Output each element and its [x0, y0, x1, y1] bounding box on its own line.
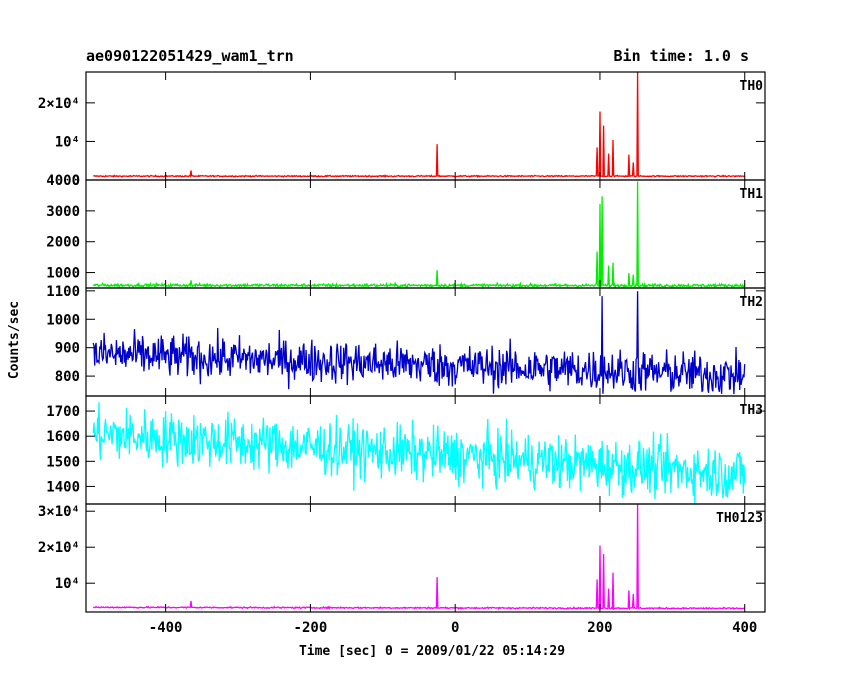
y-tick-label: 800 [55, 369, 80, 385]
chart-title: ae090122051429_wam1_trn [86, 47, 294, 65]
panel-th0123: 10⁴ 2×10⁴ 3×10⁴ TH0123 [38, 503, 766, 613]
y-tick-label: 2000 [46, 235, 80, 251]
panel-label: TH1 [740, 187, 764, 202]
panel-label: TH3 [740, 403, 763, 418]
panel-label: TH0 [740, 79, 764, 94]
y-tick-label: 4000 [46, 173, 80, 189]
y-tick-label: 1700 [46, 404, 80, 420]
panel-th3: 1400 1500 1600 1700 TH3 [46, 395, 766, 505]
bin-time-label: Bin time: 1.0 s [614, 47, 749, 65]
panel-frame [85, 503, 766, 613]
panel-th2: 800 900 1000 1100 TH2 [46, 284, 766, 397]
x-tick-label: -200 [294, 620, 328, 636]
panel-frame [85, 71, 766, 181]
panel-label: TH0123 [716, 511, 763, 526]
y-tick-label: 1000 [46, 266, 80, 282]
series-line-th0 [93, 71, 745, 179]
y-tick-label: 1600 [46, 429, 80, 445]
y-axis-label: Counts/sec [7, 301, 22, 379]
series-line-th1 [92, 181, 746, 290]
y-tick-label: 1400 [46, 479, 80, 495]
y-tick-label: 3×10⁴ [38, 504, 80, 520]
y-tick-label: 1500 [46, 454, 80, 470]
series-line-th2 [92, 291, 746, 395]
y-tick-label: 1000 [46, 312, 80, 328]
series-line-th0123 [93, 503, 746, 611]
panel-th0: 0 10⁴ 2×10⁴ TH0 [38, 71, 766, 189]
y-tick-label: 10⁴ [55, 576, 80, 592]
x-axis-label: Time [sec] 0 = 2009/01/22 05:14:29 [299, 644, 565, 659]
x-axis: -400 -200 0 200 400 [149, 620, 758, 636]
y-tick-label: 2×10⁴ [38, 540, 80, 556]
y-tick-label: 0 [72, 173, 80, 189]
panel-frame [85, 287, 766, 397]
y-tick-label: 900 [55, 341, 80, 357]
x-tick-label: 400 [732, 620, 757, 636]
panel-label: TH2 [740, 295, 763, 310]
series-line-th3 [92, 402, 746, 505]
y-tick-label: 10⁴ [55, 134, 80, 150]
x-tick-label: -400 [149, 620, 183, 636]
panel-frame [85, 179, 766, 289]
x-tick-label: 0 [451, 620, 459, 636]
x-tick-label: 200 [587, 620, 612, 636]
y-tick-label: 2×10⁴ [38, 96, 80, 112]
y-tick-label: 3000 [46, 204, 80, 220]
y-tick-label: 1100 [46, 284, 80, 300]
panels: 0 10⁴ 2×10⁴ TH0 1000 2000 3000 4000 TH1 800 900 100… [38, 71, 766, 613]
panel-th1: 1000 2000 3000 4000 TH1 [46, 173, 766, 290]
